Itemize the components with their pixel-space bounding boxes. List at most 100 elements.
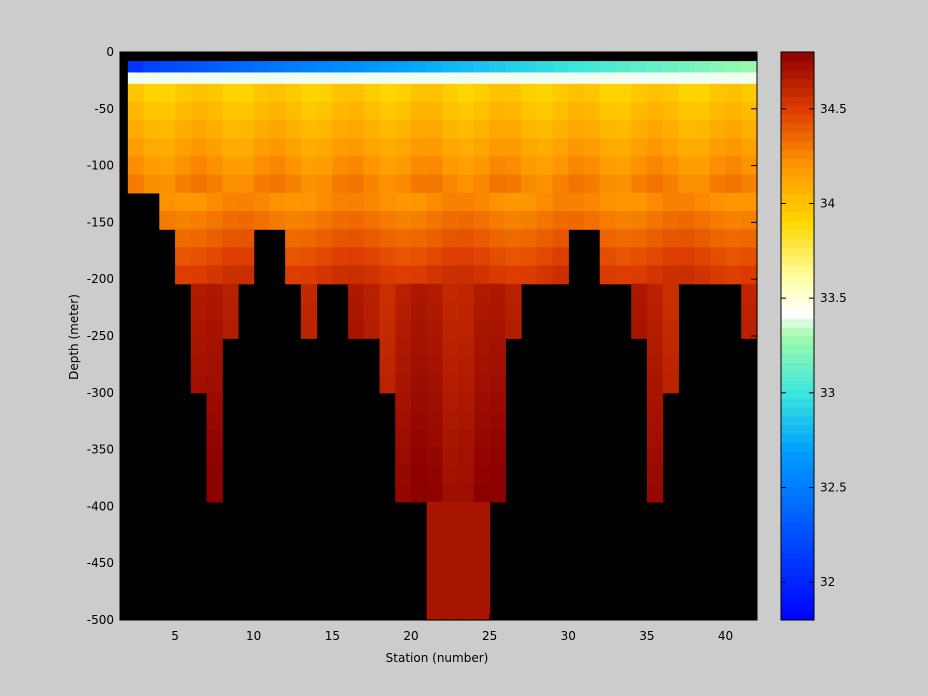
heatmap-cell bbox=[662, 356, 679, 376]
colorbar-swatch bbox=[781, 105, 814, 115]
heatmap-cell bbox=[615, 61, 632, 74]
heatmap-cell bbox=[489, 211, 506, 230]
heatmap-cell bbox=[410, 120, 428, 139]
heatmap-cell bbox=[426, 610, 444, 621]
colorbar-swatch bbox=[781, 451, 814, 461]
heatmap-cell bbox=[489, 483, 506, 503]
heatmap-cell bbox=[521, 265, 538, 285]
heatmap-cell bbox=[426, 338, 444, 358]
heatmap-cell bbox=[253, 72, 271, 85]
heatmap-cell bbox=[489, 338, 506, 358]
heatmap-cell bbox=[709, 247, 727, 267]
heatmap-cell bbox=[426, 465, 444, 485]
heatmap-cell bbox=[190, 211, 208, 230]
heatmap-cell bbox=[348, 265, 365, 285]
heatmap-cell bbox=[662, 338, 679, 358]
heatmap-cell bbox=[678, 174, 695, 194]
heatmap-cell bbox=[348, 120, 365, 139]
heatmap-cell bbox=[379, 174, 396, 194]
heatmap-cell bbox=[599, 120, 617, 139]
colorbar-swatch bbox=[781, 344, 814, 355]
heatmap-cell bbox=[615, 229, 632, 248]
heatmap-cell bbox=[379, 120, 396, 139]
heatmap-cell bbox=[568, 138, 585, 158]
heatmap-cell bbox=[536, 83, 554, 103]
heatmap-cell bbox=[253, 138, 271, 158]
heatmap-cell bbox=[536, 138, 554, 158]
colorbar-swatch bbox=[781, 549, 814, 559]
heatmap-cell bbox=[442, 501, 459, 521]
colorbar-swatch bbox=[781, 460, 814, 470]
heatmap-cell bbox=[694, 247, 711, 267]
colorbar-swatch bbox=[781, 149, 814, 160]
heatmap-cell bbox=[709, 265, 727, 285]
colorbar-swatch bbox=[781, 407, 814, 417]
heatmap-cell bbox=[426, 447, 444, 467]
heatmap-cell bbox=[646, 138, 664, 158]
heatmap-cell bbox=[426, 120, 444, 139]
heatmap-cell bbox=[206, 192, 223, 212]
x-tick-label: 40 bbox=[718, 629, 733, 643]
heatmap-cell bbox=[631, 247, 648, 267]
heatmap-cell bbox=[646, 247, 664, 267]
heatmap-cell bbox=[741, 138, 758, 158]
heatmap-cell bbox=[426, 392, 444, 412]
heatmap-cell bbox=[631, 283, 648, 303]
y-tick-label: -350 bbox=[87, 443, 114, 457]
x-tick-label: 20 bbox=[403, 629, 418, 643]
heatmap-cell bbox=[458, 138, 475, 158]
heatmap-cell bbox=[646, 192, 664, 212]
heatmap-cell bbox=[505, 320, 522, 339]
heatmap-cell bbox=[395, 229, 412, 248]
heatmap-cell bbox=[473, 592, 491, 612]
heatmap-cell bbox=[458, 192, 475, 212]
heatmap-cell bbox=[316, 192, 333, 212]
heatmap-cell bbox=[426, 101, 444, 121]
heatmap-cell bbox=[363, 283, 381, 303]
heatmap-cell bbox=[505, 211, 522, 230]
heatmap-cell bbox=[662, 320, 679, 339]
heatmap-cell bbox=[583, 83, 601, 103]
heatmap-cell bbox=[222, 174, 239, 194]
heatmap-cell bbox=[395, 101, 412, 121]
heatmap-cell bbox=[458, 211, 475, 230]
heatmap-cell bbox=[458, 283, 475, 303]
heatmap-cell bbox=[426, 501, 444, 521]
heatmap-cell bbox=[505, 83, 522, 103]
heatmap-cell bbox=[285, 174, 302, 194]
heatmap-cell bbox=[725, 120, 742, 139]
heatmap-cell bbox=[285, 265, 302, 285]
heatmap-cell bbox=[300, 211, 318, 230]
heatmap-cell bbox=[741, 156, 758, 176]
heatmap-cell bbox=[473, 247, 491, 267]
heatmap-cell bbox=[159, 192, 176, 212]
heatmap-cell bbox=[300, 174, 318, 194]
colorbar-tick-label: 32 bbox=[820, 575, 835, 589]
x-axis-ticks: 5 10 15 20 25 30 35 40 bbox=[171, 52, 733, 643]
heatmap-cell bbox=[646, 83, 664, 103]
heatmap-cell bbox=[395, 83, 412, 103]
heatmap-cell bbox=[442, 447, 459, 467]
y-tick-label: -300 bbox=[87, 386, 114, 400]
heatmap-cell bbox=[536, 229, 554, 248]
heatmap-cell bbox=[395, 61, 412, 74]
heatmap-cell bbox=[410, 374, 428, 394]
heatmap-cell bbox=[175, 120, 192, 139]
heatmap-cell bbox=[127, 156, 145, 176]
heatmap-cell bbox=[709, 72, 727, 85]
heatmap-cell bbox=[426, 483, 444, 503]
heatmap-cell bbox=[473, 138, 491, 158]
colorbar-swatch bbox=[781, 424, 814, 435]
heatmap-cell bbox=[442, 301, 459, 321]
colorbar-swatch bbox=[781, 469, 814, 479]
heatmap-cell bbox=[694, 83, 711, 103]
heatmap-cell bbox=[143, 174, 160, 194]
heatmap-cell bbox=[741, 320, 758, 339]
heatmap-cell bbox=[379, 61, 396, 74]
heatmap-cell bbox=[159, 174, 176, 194]
heatmap-cell bbox=[568, 156, 585, 176]
heatmap-cell bbox=[426, 61, 444, 74]
heatmap-cell bbox=[741, 229, 758, 248]
heatmap-cell bbox=[662, 301, 679, 321]
heatmap-cell bbox=[395, 156, 412, 176]
